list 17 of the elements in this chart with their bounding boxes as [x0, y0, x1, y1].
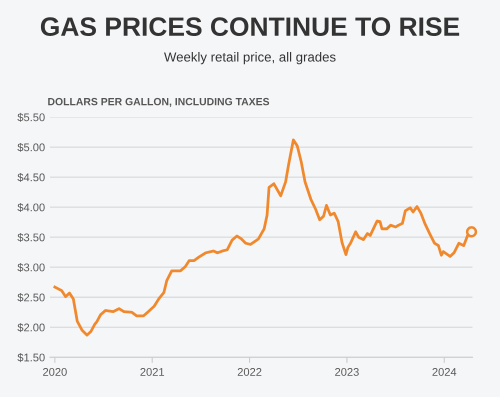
chart-subtitle: Weekly retail price, all grades — [164, 52, 336, 64]
y-tick-label: $4.00 — [17, 202, 45, 212]
y-tick-label: $2.00 — [17, 323, 45, 332]
y-tick-label: $3.50 — [17, 233, 45, 242]
x-tick-label: 2020 — [43, 368, 67, 376]
y-tick-label: $5.00 — [17, 142, 45, 152]
y-tick-label: $4.50 — [17, 172, 45, 182]
chart-title: GAS PRICES CONTINUE TO RISE — [40, 17, 460, 36]
x-tick-label: 2024 — [432, 368, 456, 376]
y-axis-title: DOLLARS PER GALLON, INCLUDING TAXES — [48, 98, 270, 107]
y-tick-label: $2.50 — [17, 293, 45, 302]
y-tick-label: $1.50 — [17, 353, 45, 362]
y-tick-label: $5.50 — [17, 112, 45, 122]
y-tick-label: $3.00 — [17, 263, 45, 272]
x-tick-label: 2022 — [238, 368, 262, 376]
x-tick-label: 2023 — [335, 368, 359, 376]
x-tick-label: 2021 — [140, 368, 164, 376]
